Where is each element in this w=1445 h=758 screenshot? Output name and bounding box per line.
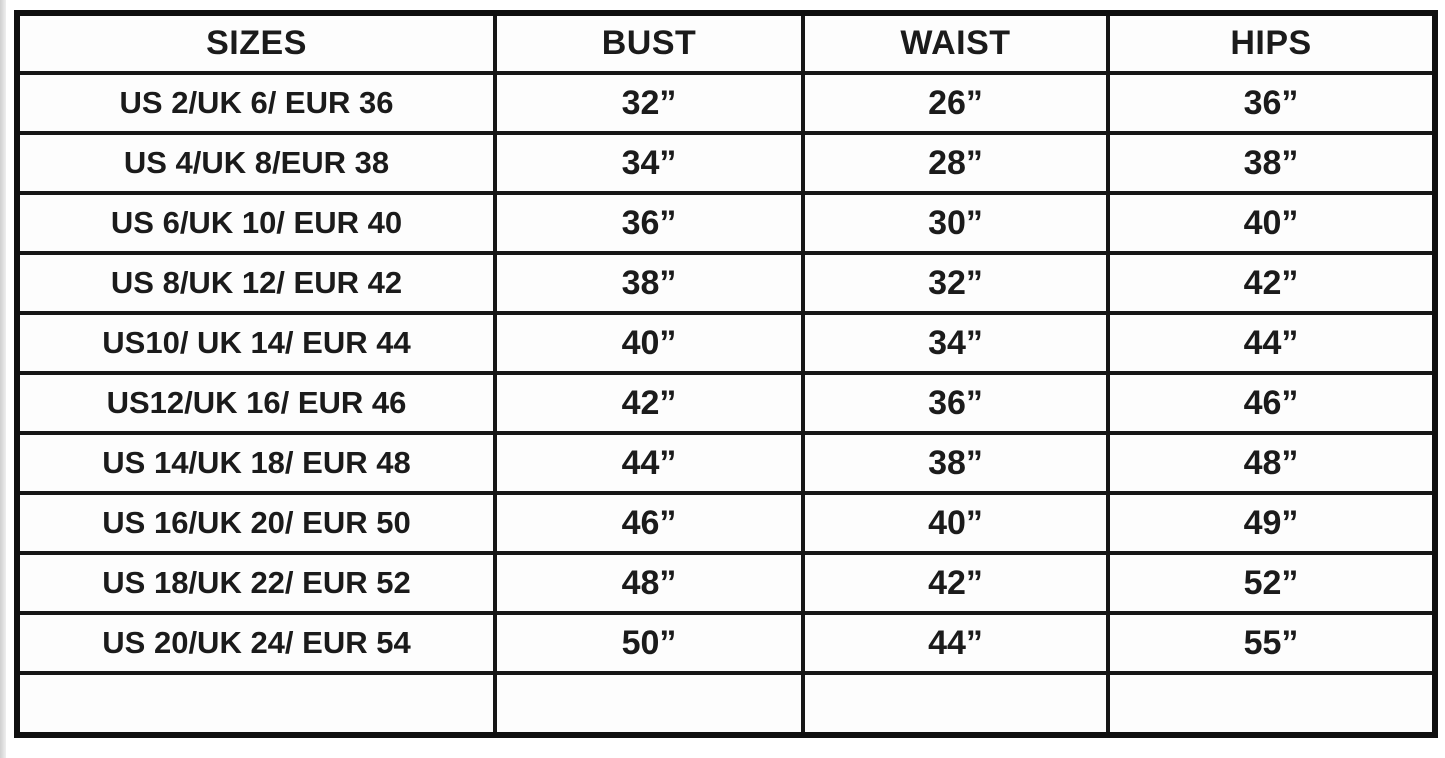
size-label-cell: US 8/UK 12/ EUR 42 — [15, 251, 497, 315]
bust-cell: 32” — [493, 71, 805, 135]
hips-cell: 48” — [1106, 431, 1437, 495]
bust-cell: 48” — [493, 551, 805, 615]
hips-cell: 40” — [1106, 191, 1437, 255]
table-row: US10/ UK 14/ EUR 44 40” 34” 44” — [15, 311, 1437, 375]
size-conversion-table: SIZES BUST WAIST HIPS US 2/UK 6/ EUR 36 … — [14, 10, 1438, 738]
size-label-cell: US 2/UK 6/ EUR 36 — [15, 71, 497, 135]
empty-row — [15, 671, 1437, 737]
table-row: US 4/UK 8/EUR 38 34” 28” 38” — [15, 131, 1437, 195]
waist-cell: 30” — [801, 191, 1110, 255]
header-waist: WAIST — [801, 11, 1110, 75]
table-row: US 2/UK 6/ EUR 36 32” 26” 36” — [15, 71, 1437, 135]
bust-cell: 50” — [493, 611, 805, 675]
empty-cell — [493, 671, 805, 737]
waist-cell: 28” — [801, 131, 1110, 195]
bust-cell: 38” — [493, 251, 805, 315]
bust-cell: 40” — [493, 311, 805, 375]
left-edge-shadow — [0, 0, 6, 758]
waist-cell: 34” — [801, 311, 1110, 375]
waist-cell: 32” — [801, 251, 1110, 315]
header-row: SIZES BUST WAIST HIPS — [15, 11, 1437, 75]
table-row: US 18/UK 22/ EUR 52 48” 42” 52” — [15, 551, 1437, 615]
table-row: US 8/UK 12/ EUR 42 38” 32” 42” — [15, 251, 1437, 315]
bust-cell: 42” — [493, 371, 805, 435]
header-sizes: SIZES — [15, 11, 497, 75]
waist-cell: 42” — [801, 551, 1110, 615]
size-label-cell: US10/ UK 14/ EUR 44 — [15, 311, 497, 375]
table-row: US12/UK 16/ EUR 46 42” 36” 46” — [15, 371, 1437, 435]
size-label-cell: US 14/UK 18/ EUR 48 — [15, 431, 497, 495]
table-row: US 16/UK 20/ EUR 50 46” 40” 49” — [15, 491, 1437, 555]
table-row: US 6/UK 10/ EUR 40 36” 30” 40” — [15, 191, 1437, 255]
empty-cell — [1106, 671, 1437, 737]
hips-cell: 38” — [1106, 131, 1437, 195]
waist-cell: 38” — [801, 431, 1110, 495]
size-label-cell: US 6/UK 10/ EUR 40 — [15, 191, 497, 255]
bust-cell: 36” — [493, 191, 805, 255]
hips-cell: 49” — [1106, 491, 1437, 555]
waist-cell: 26” — [801, 71, 1110, 135]
size-label-cell: US12/UK 16/ EUR 46 — [15, 371, 497, 435]
hips-cell: 42” — [1106, 251, 1437, 315]
waist-cell: 44” — [801, 611, 1110, 675]
size-label-cell: US 20/UK 24/ EUR 54 — [15, 611, 497, 675]
table-row: US 20/UK 24/ EUR 54 50” 44” 55” — [15, 611, 1437, 675]
header-hips: HIPS — [1106, 11, 1437, 75]
size-label-cell: US 18/UK 22/ EUR 52 — [15, 551, 497, 615]
size-label-cell: US 16/UK 20/ EUR 50 — [15, 491, 497, 555]
table-row: US 14/UK 18/ EUR 48 44” 38” 48” — [15, 431, 1437, 495]
header-bust: BUST — [493, 11, 805, 75]
bust-cell: 44” — [493, 431, 805, 495]
empty-cell — [801, 671, 1110, 737]
bust-cell: 34” — [493, 131, 805, 195]
waist-cell: 36” — [801, 371, 1110, 435]
hips-cell: 46” — [1106, 371, 1437, 435]
hips-cell: 52” — [1106, 551, 1437, 615]
hips-cell: 55” — [1106, 611, 1437, 675]
hips-cell: 44” — [1106, 311, 1437, 375]
bust-cell: 46” — [493, 491, 805, 555]
waist-cell: 40” — [801, 491, 1110, 555]
empty-cell — [15, 671, 497, 737]
size-label-cell: US 4/UK 8/EUR 38 — [15, 131, 497, 195]
hips-cell: 36” — [1106, 71, 1437, 135]
